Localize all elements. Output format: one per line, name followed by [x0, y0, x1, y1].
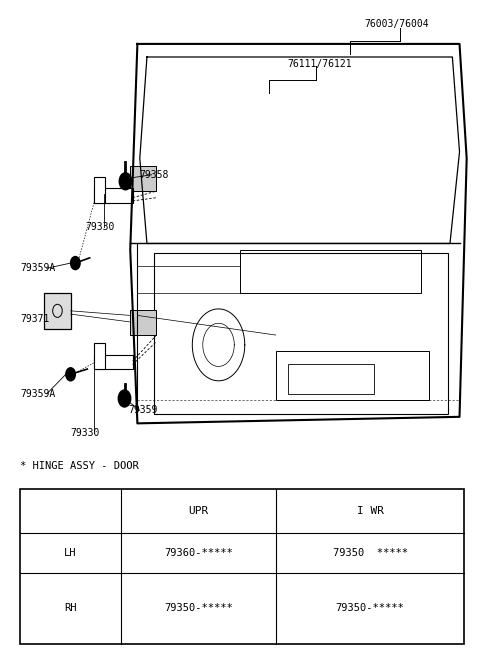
Bar	[130, 310, 156, 335]
Text: 79359: 79359	[128, 405, 157, 415]
Bar	[276, 351, 429, 401]
Text: LH: LH	[64, 548, 77, 558]
Bar	[21, 489, 464, 644]
Bar	[288, 365, 373, 394]
Text: RH: RH	[64, 603, 77, 613]
Circle shape	[119, 173, 132, 190]
Text: 79359A: 79359A	[21, 389, 56, 399]
Bar	[44, 292, 71, 328]
Circle shape	[71, 256, 80, 269]
Text: I WR: I WR	[357, 506, 384, 516]
Text: * HINGE ASSY - DOOR: * HINGE ASSY - DOOR	[21, 461, 139, 471]
Text: 79350-*****: 79350-*****	[336, 603, 405, 613]
Text: 79330: 79330	[85, 222, 114, 232]
Text: 79359A: 79359A	[21, 263, 56, 273]
Text: 79371: 79371	[21, 313, 50, 324]
Text: UPR: UPR	[188, 506, 208, 516]
Text: 79360-*****: 79360-*****	[164, 548, 233, 558]
Bar	[240, 250, 421, 292]
Bar	[154, 253, 447, 413]
Bar	[95, 355, 132, 369]
Text: 79350-*****: 79350-*****	[164, 603, 233, 613]
Bar	[95, 343, 105, 369]
Circle shape	[66, 368, 75, 381]
Text: 79358: 79358	[140, 170, 169, 180]
Bar	[95, 189, 132, 203]
Circle shape	[118, 390, 131, 407]
Bar	[95, 177, 105, 203]
Bar	[130, 166, 156, 191]
Text: 79350  *****: 79350 *****	[333, 548, 408, 558]
Text: 76003/76004: 76003/76004	[364, 19, 429, 30]
Text: 76111/76121: 76111/76121	[288, 58, 352, 68]
Text: 79330: 79330	[71, 428, 100, 438]
